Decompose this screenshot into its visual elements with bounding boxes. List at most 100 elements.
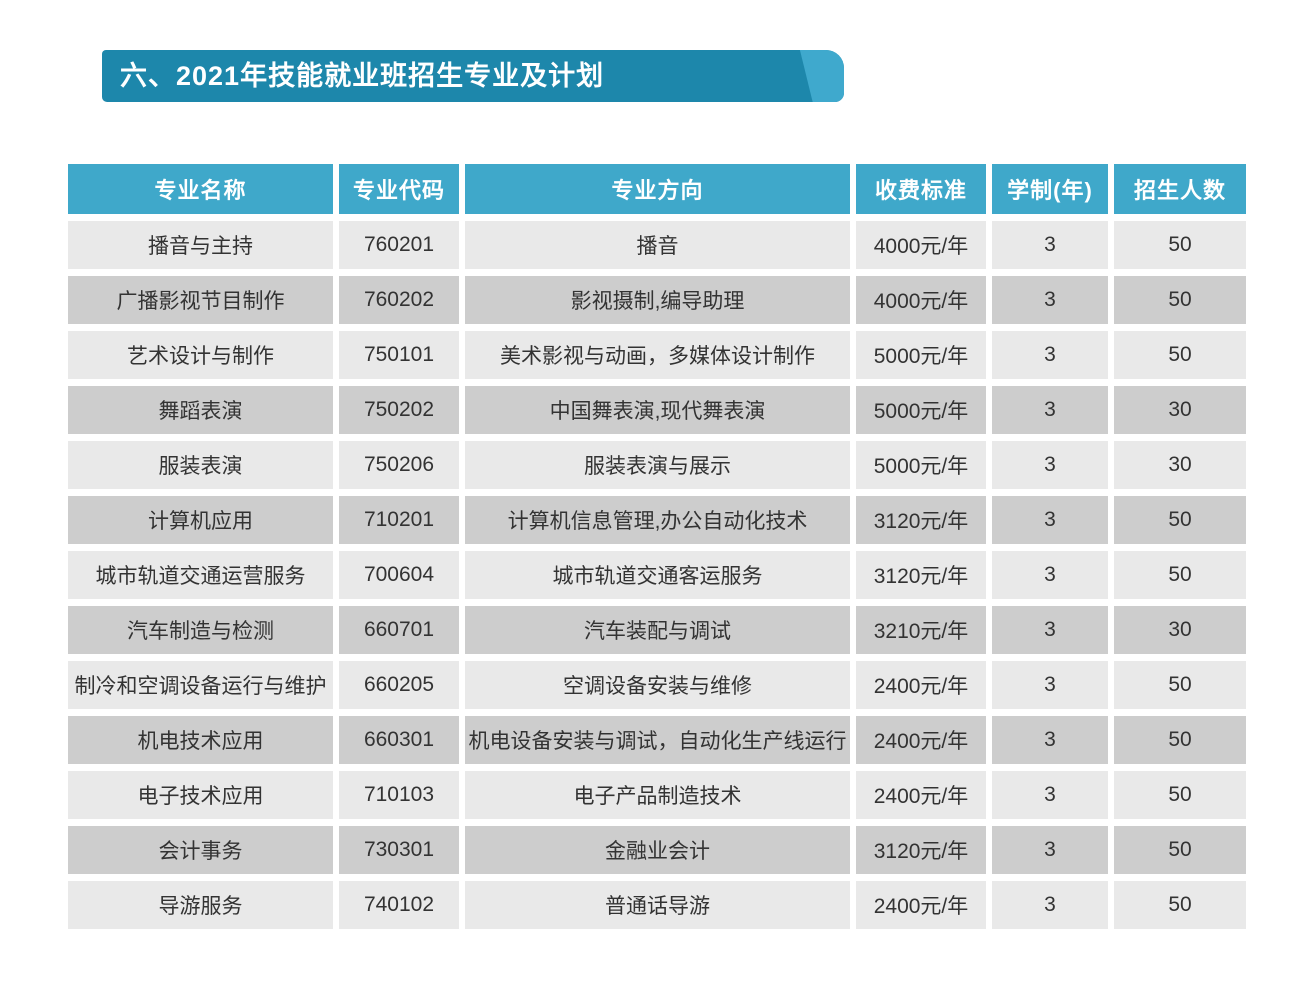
table-row: 广播影视节目制作 760202 影视摄制,编导助理 4000元/年 3 50 [68, 276, 1246, 324]
cell-enrollment-count: 50 [1114, 551, 1246, 599]
cell-duration-years: 3 [992, 221, 1108, 269]
cell-fee-standard: 2400元/年 [856, 716, 986, 764]
cell-fee-standard: 4000元/年 [856, 221, 986, 269]
cell-fee-standard: 2400元/年 [856, 881, 986, 929]
cell-major-direction: 中国舞表演,现代舞表演 [465, 386, 850, 434]
cell-duration-years: 3 [992, 551, 1108, 599]
cell-major-name: 会计事务 [68, 826, 333, 874]
cell-major-name: 计算机应用 [68, 496, 333, 544]
cell-major-direction: 空调设备安装与维修 [465, 661, 850, 709]
cell-major-direction: 城市轨道交通客运服务 [465, 551, 850, 599]
cell-major-code: 760202 [339, 276, 459, 324]
cell-major-code: 740102 [339, 881, 459, 929]
cell-major-code: 700604 [339, 551, 459, 599]
cell-fee-standard: 2400元/年 [856, 771, 986, 819]
cell-major-name: 电子技术应用 [68, 771, 333, 819]
cell-major-name: 播音与主持 [68, 221, 333, 269]
cell-enrollment-count: 50 [1114, 276, 1246, 324]
cell-enrollment-count: 50 [1114, 221, 1246, 269]
cell-major-code: 750202 [339, 386, 459, 434]
cell-fee-standard: 2400元/年 [856, 661, 986, 709]
cell-fee-standard: 3210元/年 [856, 606, 986, 654]
cell-enrollment-count: 50 [1114, 661, 1246, 709]
cell-major-direction: 美术影视与动画，多媒体设计制作 [465, 331, 850, 379]
table-body: 播音与主持 760201 播音 4000元/年 3 50 广播影视节目制作 760202 影视摄… [68, 221, 1246, 929]
cell-fee-standard: 3120元/年 [856, 496, 986, 544]
header-fee-standard: 收费标准 [856, 164, 986, 214]
cell-duration-years: 3 [992, 771, 1108, 819]
table-row: 机电技术应用 660301 机电设备安装与调试，自动化生产线运行 2400元/年 3 50 [68, 716, 1246, 764]
table-row: 计算机应用 710201 计算机信息管理,办公自动化技术 3120元/年 3 50 [68, 496, 1246, 544]
cell-duration-years: 3 [992, 716, 1108, 764]
cell-major-code: 710201 [339, 496, 459, 544]
cell-major-name: 舞蹈表演 [68, 386, 333, 434]
cell-major-direction: 服装表演与展示 [465, 441, 850, 489]
table-row: 播音与主持 760201 播音 4000元/年 3 50 [68, 221, 1246, 269]
cell-major-code: 660301 [339, 716, 459, 764]
header-major-direction: 专业方向 [465, 164, 850, 214]
table-row: 艺术设计与制作 750101 美术影视与动画，多媒体设计制作 5000元/年 3 50 [68, 331, 1246, 379]
cell-fee-standard: 5000元/年 [856, 441, 986, 489]
cell-duration-years: 3 [992, 661, 1108, 709]
table-row: 会计事务 730301 金融业会计 3120元/年 3 50 [68, 826, 1246, 874]
cell-duration-years: 3 [992, 276, 1108, 324]
cell-duration-years: 3 [992, 441, 1108, 489]
table-row: 服装表演 750206 服装表演与展示 5000元/年 3 30 [68, 441, 1246, 489]
cell-major-name: 广播影视节目制作 [68, 276, 333, 324]
cell-major-name: 汽车制造与检测 [68, 606, 333, 654]
header-major-name: 专业名称 [68, 164, 333, 214]
cell-duration-years: 3 [992, 496, 1108, 544]
cell-major-code: 710103 [339, 771, 459, 819]
cell-duration-years: 3 [992, 331, 1108, 379]
cell-major-code: 760201 [339, 221, 459, 269]
cell-major-direction: 机电设备安装与调试，自动化生产线运行 [465, 716, 850, 764]
cell-duration-years: 3 [992, 826, 1108, 874]
cell-major-name: 导游服务 [68, 881, 333, 929]
cell-major-code: 730301 [339, 826, 459, 874]
cell-major-name: 机电技术应用 [68, 716, 333, 764]
cell-enrollment-count: 30 [1114, 441, 1246, 489]
table-header-row: 专业名称 专业代码 专业方向 收费标准 学制(年) 招生人数 [68, 164, 1246, 214]
enrollment-table: 专业名称 专业代码 专业方向 收费标准 学制(年) 招生人数 播音与主持 7602… [62, 157, 1252, 936]
cell-enrollment-count: 50 [1114, 771, 1246, 819]
cell-major-direction: 计算机信息管理,办公自动化技术 [465, 496, 850, 544]
cell-duration-years: 3 [992, 881, 1108, 929]
table-row: 导游服务 740102 普通话导游 2400元/年 3 50 [68, 881, 1246, 929]
cell-fee-standard: 5000元/年 [856, 386, 986, 434]
cell-major-direction: 金融业会计 [465, 826, 850, 874]
table-row: 城市轨道交通运营服务 700604 城市轨道交通客运服务 3120元/年 3 50 [68, 551, 1246, 599]
cell-enrollment-count: 50 [1114, 716, 1246, 764]
cell-major-direction: 普通话导游 [465, 881, 850, 929]
cell-major-code: 660701 [339, 606, 459, 654]
cell-major-direction: 汽车装配与调试 [465, 606, 850, 654]
cell-fee-standard: 5000元/年 [856, 331, 986, 379]
cell-duration-years: 3 [992, 606, 1108, 654]
cell-major-name: 制冷和空调设备运行与维护 [68, 661, 333, 709]
cell-enrollment-count: 50 [1114, 881, 1246, 929]
cell-major-name: 城市轨道交通运营服务 [68, 551, 333, 599]
cell-major-direction: 影视摄制,编导助理 [465, 276, 850, 324]
table-row: 电子技术应用 710103 电子产品制造技术 2400元/年 3 50 [68, 771, 1246, 819]
cell-major-code: 750101 [339, 331, 459, 379]
cell-fee-standard: 3120元/年 [856, 551, 986, 599]
header-major-code: 专业代码 [339, 164, 459, 214]
cell-enrollment-count: 30 [1114, 606, 1246, 654]
cell-fee-standard: 3120元/年 [856, 826, 986, 874]
cell-major-name: 艺术设计与制作 [68, 331, 333, 379]
cell-major-direction: 电子产品制造技术 [465, 771, 850, 819]
header-duration-years: 学制(年) [992, 164, 1108, 214]
cell-enrollment-count: 50 [1114, 496, 1246, 544]
cell-enrollment-count: 50 [1114, 826, 1246, 874]
cell-fee-standard: 4000元/年 [856, 276, 986, 324]
cell-duration-years: 3 [992, 386, 1108, 434]
header-enrollment-count: 招生人数 [1114, 164, 1246, 214]
table-row: 汽车制造与检测 660701 汽车装配与调试 3210元/年 3 30 [68, 606, 1246, 654]
section-title-banner: 六、2021年技能就业班招生专业及计划 [102, 50, 844, 102]
enrollment-table-wrap: 专业名称 专业代码 专业方向 收费标准 学制(年) 招生人数 播音与主持 7602… [62, 157, 1252, 936]
table-row: 舞蹈表演 750202 中国舞表演,现代舞表演 5000元/年 3 30 [68, 386, 1246, 434]
cell-major-code: 750206 [339, 441, 459, 489]
cell-enrollment-count: 30 [1114, 386, 1246, 434]
table-row: 制冷和空调设备运行与维护 660205 空调设备安装与维修 2400元/年 3 50 [68, 661, 1246, 709]
cell-major-direction: 播音 [465, 221, 850, 269]
